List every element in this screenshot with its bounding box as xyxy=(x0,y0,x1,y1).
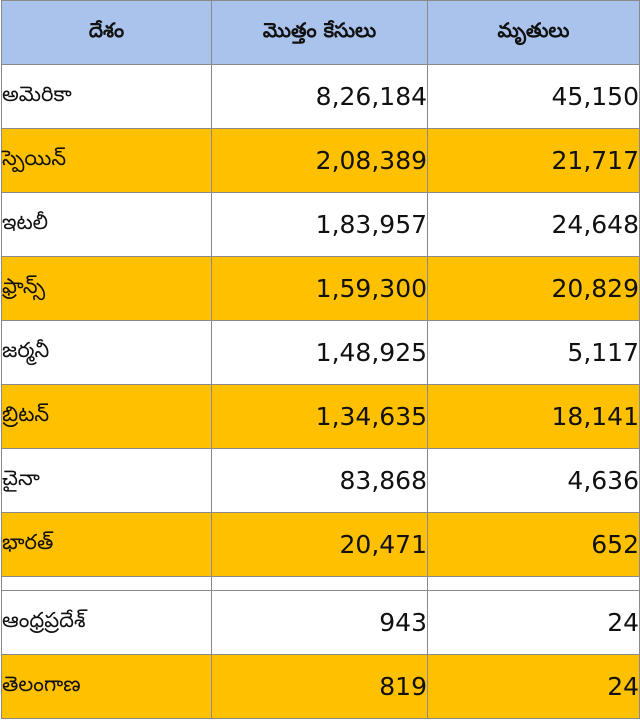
country-cell: స్పెయిన్ xyxy=(1,128,212,193)
deaths-cell: 5,117 xyxy=(427,320,640,385)
table-row: ఆంధ్రప్రదేశ్ 943 24 xyxy=(1,590,640,655)
spacer-cell xyxy=(427,576,640,591)
header-total-cases: మొత్తం కేసులు xyxy=(211,0,428,65)
deaths-cell: 652 xyxy=(427,512,640,577)
table-row: ఫ్రాన్స్ 1,59,300 20,829 xyxy=(1,256,640,321)
table-row: జర్మనీ 1,48,925 5,117 xyxy=(1,320,640,385)
country-cell: జర్మనీ xyxy=(1,320,212,385)
country-cell: భారత్ xyxy=(1,512,212,577)
header-deaths: మృతులు xyxy=(427,0,640,65)
country-cell: చైనా xyxy=(1,448,212,513)
deaths-cell: 24 xyxy=(427,590,640,655)
table-row: ఇటలీ 1,83,957 24,648 xyxy=(1,192,640,257)
deaths-cell: 21,717 xyxy=(427,128,640,193)
cases-cell: 943 xyxy=(211,590,428,655)
spacer-cell xyxy=(211,576,428,591)
deaths-cell: 24 xyxy=(427,654,640,719)
country-cell: బ్రిటన్ xyxy=(1,384,212,449)
country-cell: అమెరికా xyxy=(1,64,212,129)
cases-cell: 8,26,184 xyxy=(211,64,428,129)
cases-cell: 1,83,957 xyxy=(211,192,428,257)
deaths-cell: 24,648 xyxy=(427,192,640,257)
spacer-cell xyxy=(1,576,212,591)
table-row: స్పెయిన్ 2,08,389 21,717 xyxy=(1,128,640,193)
section-spacer xyxy=(1,576,640,591)
deaths-cell: 20,829 xyxy=(427,256,640,321)
header-row: దేశం మొత్తం కేసులు మృతులు xyxy=(1,0,640,65)
header-country: దేశం xyxy=(1,0,212,65)
cases-cell: 1,48,925 xyxy=(211,320,428,385)
cases-cell: 20,471 xyxy=(211,512,428,577)
table-row: అమెరికా 8,26,184 45,150 xyxy=(1,64,640,129)
table-row: భారత్ 20,471 652 xyxy=(1,512,640,577)
table-row: చైనా 83,868 4,636 xyxy=(1,448,640,513)
cases-cell: 1,59,300 xyxy=(211,256,428,321)
deaths-cell: 45,150 xyxy=(427,64,640,129)
table-row: తెలంగాణ 819 24 xyxy=(1,654,640,719)
cases-cell: 819 xyxy=(211,654,428,719)
cases-cell: 83,868 xyxy=(211,448,428,513)
state-cell: ఆంధ్రప్రదేశ్ xyxy=(1,590,212,655)
cases-cell: 2,08,389 xyxy=(211,128,428,193)
table-row: బ్రిటన్ 1,34,635 18,141 xyxy=(1,384,640,449)
cases-cell: 1,34,635 xyxy=(211,384,428,449)
state-cell: తెలంగాణ xyxy=(1,654,212,719)
deaths-cell: 18,141 xyxy=(427,384,640,449)
country-cell: ఇటలీ xyxy=(1,192,212,257)
country-cell: ఫ్రాన్స్ xyxy=(1,256,212,321)
deaths-cell: 4,636 xyxy=(427,448,640,513)
